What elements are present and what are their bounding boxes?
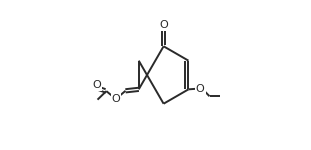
Text: O: O	[159, 20, 168, 30]
Text: O: O	[92, 80, 101, 90]
Text: O: O	[196, 84, 205, 94]
Text: O: O	[112, 94, 120, 104]
